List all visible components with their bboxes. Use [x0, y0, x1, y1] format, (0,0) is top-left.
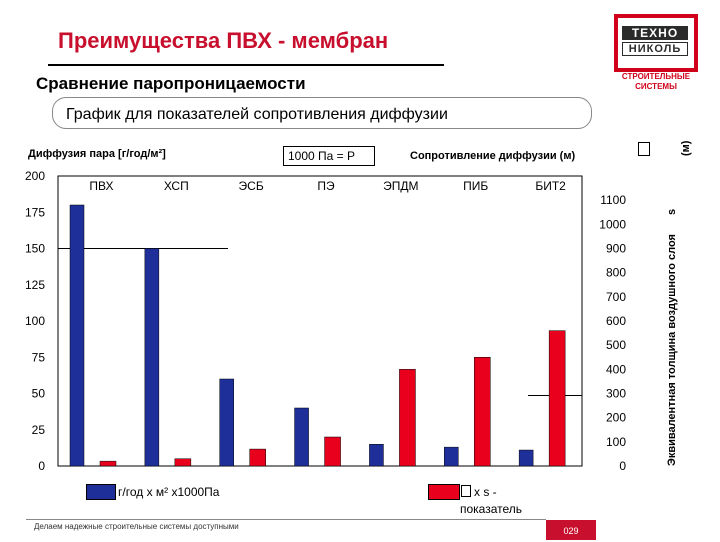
right-tick-label: 1000: [599, 217, 626, 231]
category-label: БИТ2: [535, 179, 566, 193]
bar-red: [174, 458, 192, 467]
legend-label-red: x s -: [474, 485, 497, 499]
logo-tagline: СТРОИТЕЛЬНЫЕ СИСТЕМЫ: [621, 72, 691, 91]
bar-red: [474, 357, 491, 467]
bar-blue: [518, 449, 534, 467]
left-tick-label: 175: [25, 205, 45, 219]
pressure-annotation: 1000 Па = Р: [283, 146, 375, 166]
category-label: ХСП: [164, 179, 189, 193]
left-tick-label: 125: [25, 278, 45, 292]
bar-red: [249, 448, 266, 467]
category-label: ЭПДМ: [383, 179, 418, 193]
right-tick-label: 200: [606, 411, 626, 425]
bar-red: [324, 436, 341, 467]
right-tick-label: 300: [606, 387, 626, 401]
left-tick-label: 0: [38, 459, 45, 473]
bar-blue: [369, 444, 384, 467]
plot-area: 0 25 50 75 100 125 150 175 200 0 100 200 300 400 500 60…: [25, 169, 626, 473]
category-label: ЭСБ: [239, 179, 264, 193]
lambda-symbol-box: [638, 142, 650, 156]
footer-text: Делаем надежные строительные системы дос…: [34, 522, 239, 531]
chart-title-frame: [52, 97, 592, 129]
lambda-symbol-box: [461, 485, 471, 497]
left-axis-title: Диффузия пара [г/год/м²]: [28, 148, 166, 160]
left-tick-label: 100: [25, 314, 45, 328]
legend-label-blue: г/год х м² х1000Па: [118, 485, 220, 499]
bar-red: [548, 330, 566, 467]
logo-line-1: ТЕХНО: [622, 26, 688, 40]
right-tick-label: 800: [606, 266, 626, 280]
right-tick-label: 600: [606, 314, 626, 328]
left-tick-label: 75: [32, 350, 46, 364]
logo-frame: [614, 14, 698, 72]
bar-blue: [69, 204, 85, 467]
title-underline: [48, 64, 444, 66]
bar-blue: [444, 446, 459, 467]
legend-swatch-red: [428, 484, 460, 500]
left-tick-label: 25: [32, 423, 46, 437]
right-tick-label: 900: [606, 242, 626, 256]
legend-swatch-blue: [86, 484, 116, 500]
right-tick-label: 100: [606, 435, 626, 449]
right-tick-label: 400: [606, 362, 626, 376]
category-label: ПЭ: [317, 179, 335, 193]
category-label: ПИБ: [463, 179, 488, 193]
left-tick-label: 200: [25, 169, 45, 183]
left-tick-label: 50: [32, 387, 46, 401]
right-tick-label: 500: [606, 338, 626, 352]
plot-frame: [57, 175, 583, 467]
page-title: Преимущества ПВХ - мембран: [58, 28, 389, 53]
legend-label-red-2: показатель: [460, 502, 523, 516]
category-label: ПВХ: [89, 179, 113, 193]
right-tick-label: 700: [606, 290, 626, 304]
right-axis-title: Сопротивление диффузии (м): [410, 150, 576, 162]
left-tick-label: 150: [25, 242, 45, 256]
page-number: 029: [546, 520, 596, 540]
right-tick-label: 1100: [600, 193, 626, 207]
footer-rule: [26, 519, 546, 520]
right-tick-label: 0: [619, 459, 626, 473]
bar-blue: [144, 248, 160, 467]
bar-red: [399, 369, 416, 467]
page-subtitle: Сравнение паропроницаемости: [36, 74, 306, 93]
chart-title: График для показателей сопротивления диф…: [66, 106, 448, 123]
bar-blue: [219, 378, 234, 467]
bar-red: [99, 460, 117, 467]
logo-line-2: НИКОЛЬ: [622, 42, 688, 56]
bar-blue: [294, 407, 309, 467]
